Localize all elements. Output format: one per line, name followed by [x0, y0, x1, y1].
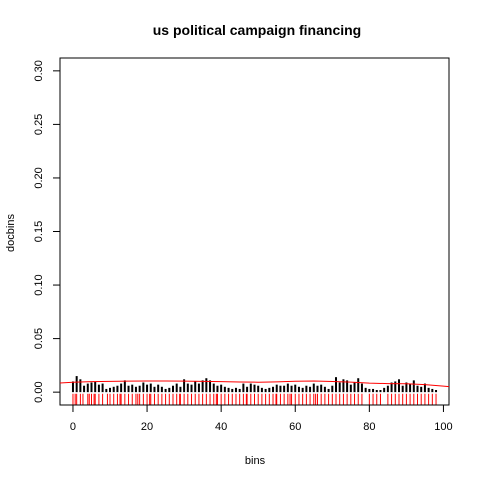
x-tick-label-0: 0	[70, 421, 76, 433]
x-tick-label-3: 60	[289, 421, 301, 433]
y-tick-label-6: 0.30	[33, 60, 45, 81]
x-axis-label: bins	[245, 455, 266, 467]
density-layer	[59, 380, 450, 388]
y-tick-label-4: 0.20	[33, 167, 45, 188]
y-tick-label-1: 0.05	[33, 328, 45, 349]
x-tick-label-2: 40	[215, 421, 227, 433]
density-curve	[59, 380, 450, 388]
chart-title: us political campaign financing	[153, 22, 361, 38]
x-tick-label-5: 100	[434, 421, 452, 433]
x-tick-label-1: 20	[141, 421, 153, 433]
y-tick-label-2: 0.10	[33, 274, 45, 295]
rug-layer	[72, 393, 437, 405]
x-axis: 0 20 40 60 80 100	[70, 405, 453, 433]
y-tick-label-5: 0.25	[33, 114, 45, 135]
y-axis: 0.00 0.05 0.10 0.15 0.20 0.25 0.30	[33, 60, 60, 403]
y-tick-label-0: 0.00	[33, 381, 45, 402]
bars-layer	[71, 376, 438, 393]
y-tick-label-3: 0.15	[33, 221, 45, 242]
y-axis-label: docbins	[5, 214, 17, 252]
x-tick-label-4: 80	[363, 421, 375, 433]
